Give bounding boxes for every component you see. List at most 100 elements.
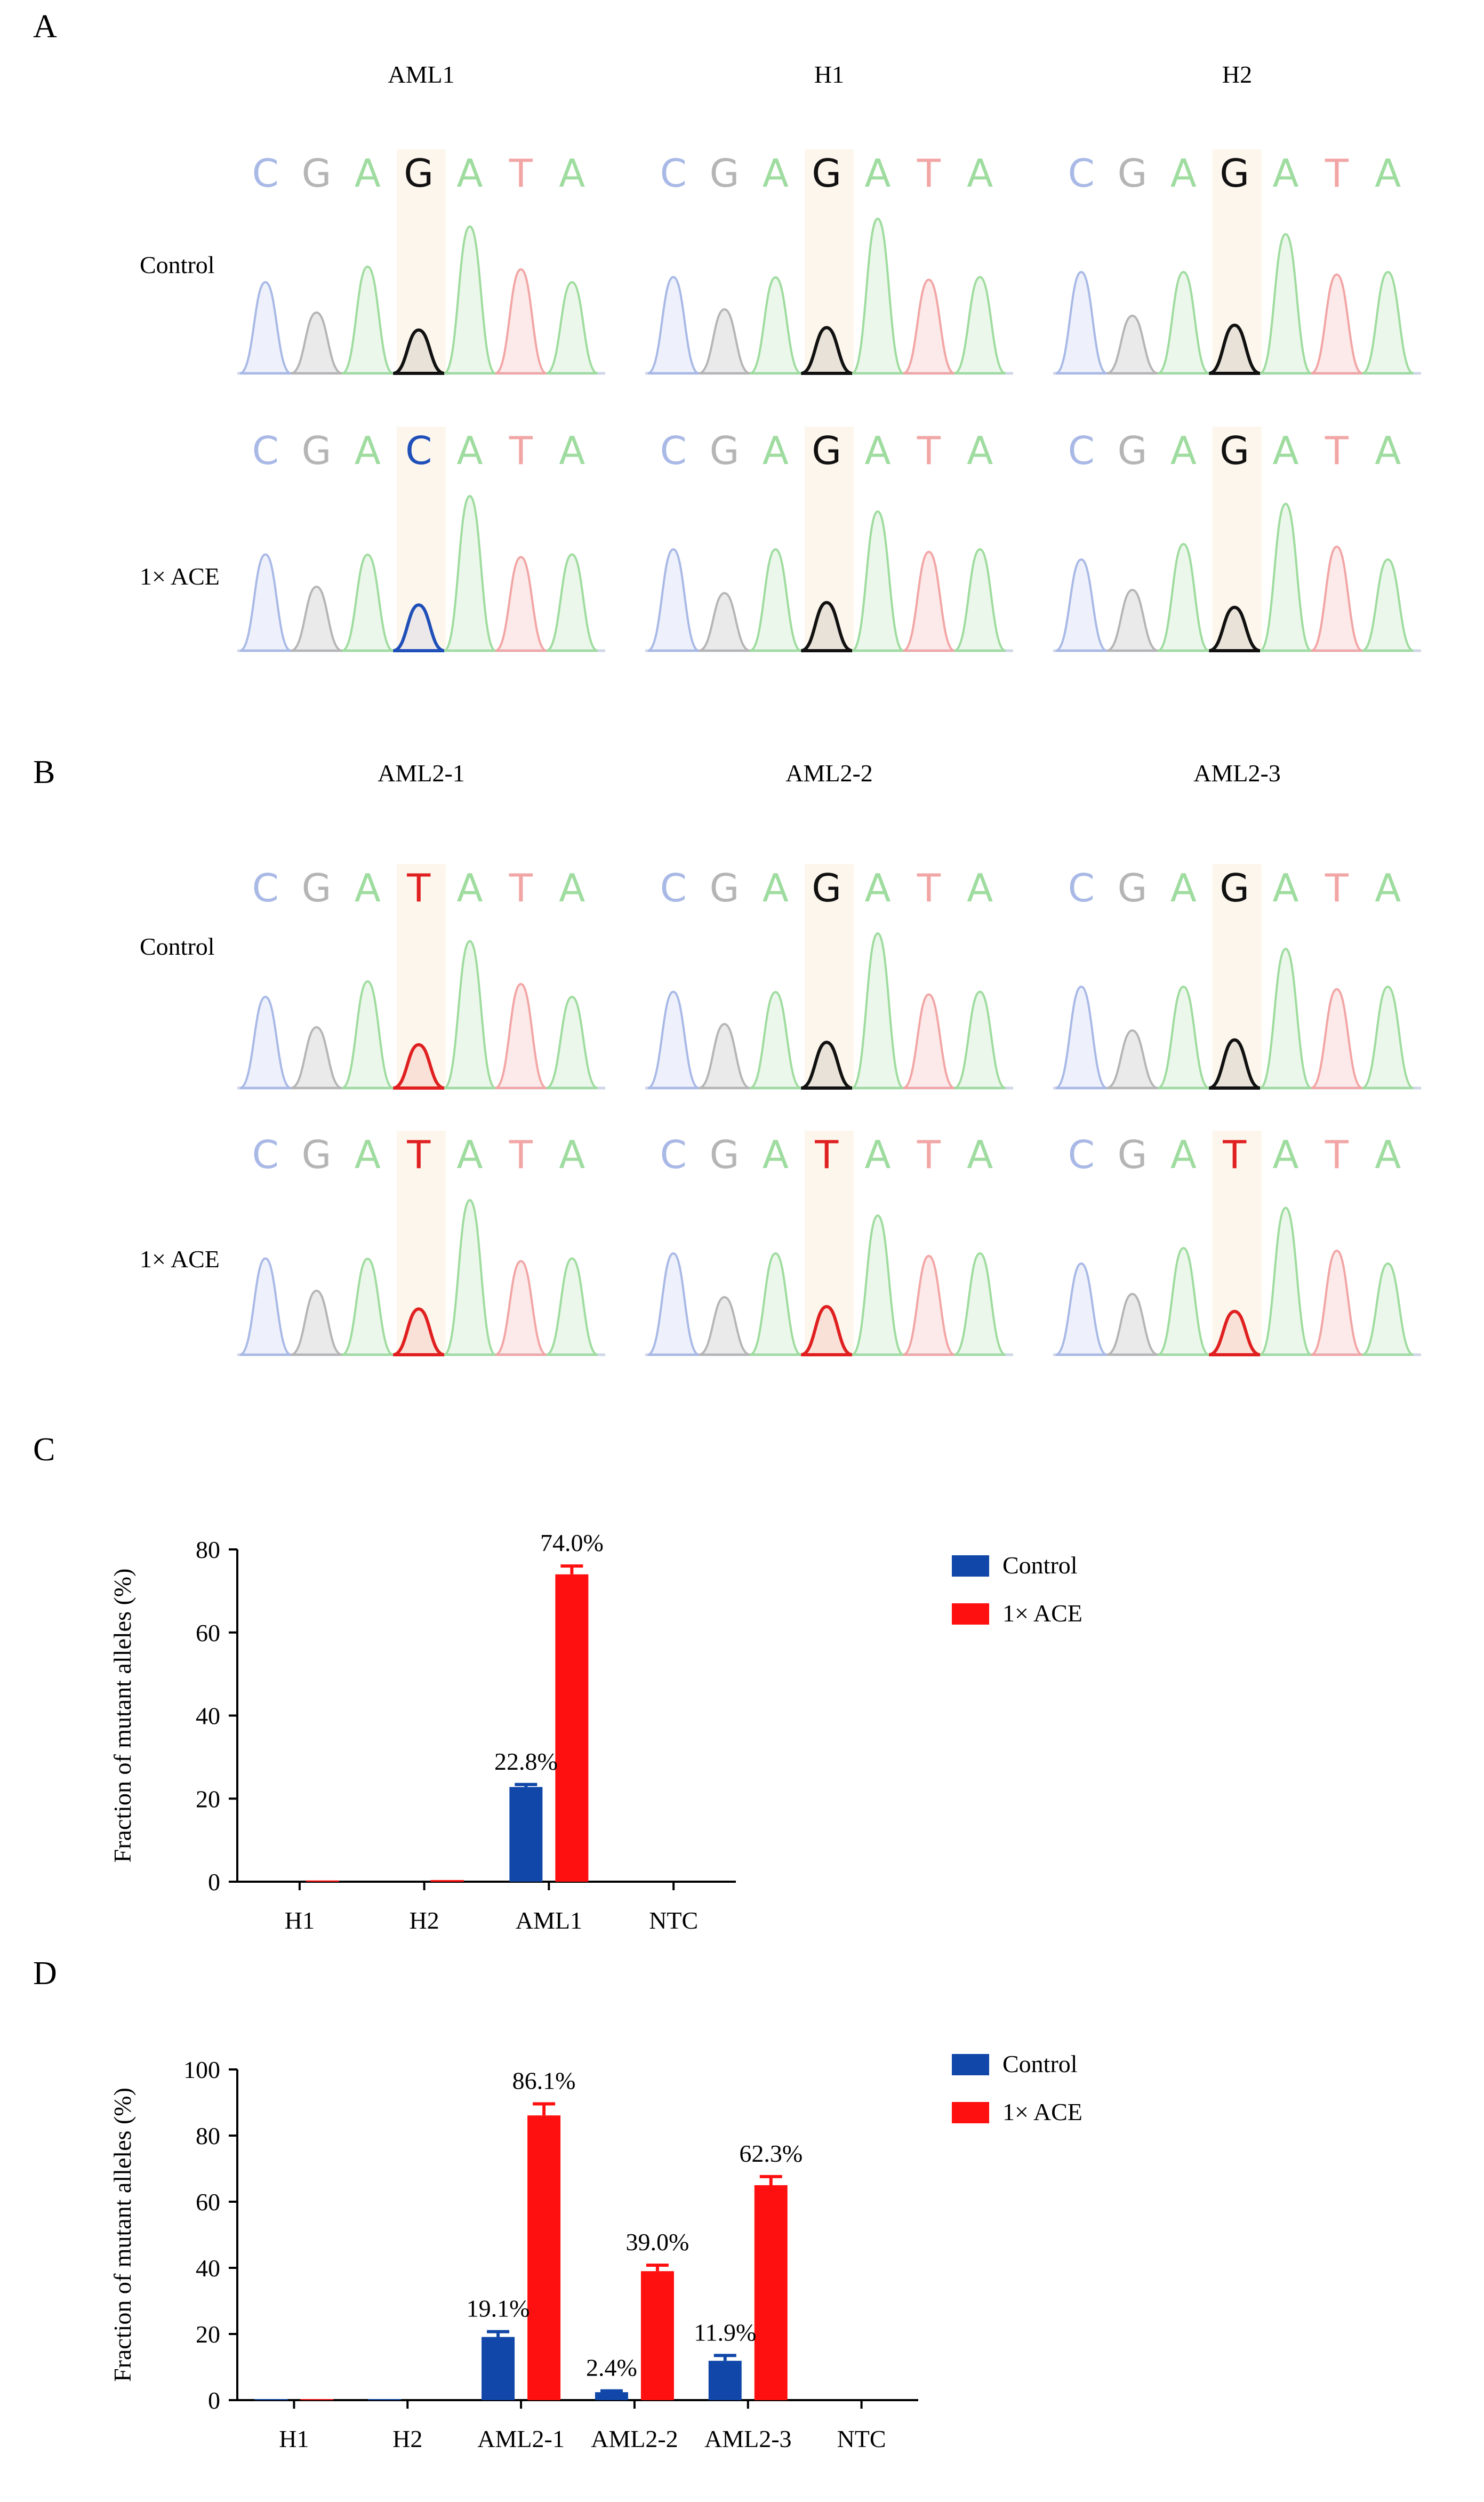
trace-peak bbox=[903, 278, 955, 374]
trace-peak bbox=[1157, 985, 1210, 1089]
chart-d-bar-1ace-h1 bbox=[300, 2399, 334, 2400]
row-label-ace-a: 1× ACE bbox=[140, 563, 220, 590]
trace-peak bbox=[546, 281, 598, 374]
y-tick-label: 60 bbox=[196, 1619, 220, 1646]
trace-peak bbox=[1106, 1292, 1159, 1356]
a-col-title-2: H1 bbox=[814, 61, 844, 88]
trace-peak bbox=[698, 1296, 751, 1356]
base-call: A bbox=[1170, 428, 1197, 473]
x-tick-label: H2 bbox=[392, 2425, 422, 2452]
trace-peak bbox=[1311, 1249, 1363, 1356]
trace-peak bbox=[392, 1043, 445, 1090]
trace-peak bbox=[290, 585, 343, 652]
y-axis-label: Fraction of mutant alleles (%) bbox=[109, 2088, 136, 2382]
focus-highlight bbox=[805, 427, 854, 651]
x-tick-label: AML1 bbox=[516, 1907, 582, 1934]
base-call: A bbox=[864, 151, 891, 196]
trace-peak bbox=[903, 993, 955, 1089]
base-call: A bbox=[967, 151, 993, 196]
chart-d-bar-1ace-aml2-2 bbox=[640, 2271, 674, 2400]
trace-peak bbox=[1055, 1262, 1108, 1356]
base-call: A bbox=[559, 428, 585, 473]
y-tick-label: 20 bbox=[196, 2321, 220, 2348]
base-call: G bbox=[1220, 866, 1249, 910]
base-call: C bbox=[252, 151, 279, 196]
trace-peak bbox=[800, 326, 853, 375]
focus-highlight bbox=[397, 149, 446, 373]
trace-peak bbox=[953, 990, 1006, 1089]
trace-peak bbox=[852, 217, 904, 374]
row-label-control-a: Control bbox=[140, 251, 215, 278]
trace-peak bbox=[1106, 314, 1159, 374]
trace-peak bbox=[698, 308, 751, 374]
data-label: 74.0% bbox=[540, 1529, 604, 1556]
focus-highlight bbox=[397, 1131, 446, 1355]
legend-label-control: Control bbox=[1002, 2050, 1078, 2077]
trace-peak bbox=[444, 1198, 496, 1356]
base-call: A bbox=[355, 1132, 381, 1177]
legend-swatch-control bbox=[952, 1555, 989, 1577]
base-call: T bbox=[509, 1132, 533, 1177]
base-call: G bbox=[302, 1132, 332, 1177]
row-label-control-b: Control bbox=[140, 933, 215, 960]
trace-peak bbox=[800, 601, 853, 652]
data-label: 86.1% bbox=[512, 2067, 576, 2094]
base-call: C bbox=[660, 1132, 687, 1177]
trace-peak bbox=[290, 1289, 343, 1356]
trace-peak bbox=[647, 1252, 700, 1356]
base-call: A bbox=[967, 428, 993, 473]
trace-peak bbox=[444, 494, 496, 652]
base-call: T bbox=[509, 866, 533, 910]
base-call: G bbox=[812, 428, 841, 473]
trace-peak bbox=[341, 553, 394, 652]
trace-peak bbox=[1055, 985, 1108, 1089]
trace-peak bbox=[341, 265, 394, 374]
base-call: A bbox=[1272, 428, 1298, 473]
trace-peak bbox=[1260, 947, 1312, 1089]
chart-d-bar-control-aml2-2 bbox=[595, 2392, 628, 2400]
trace-peak bbox=[1311, 988, 1363, 1089]
base-call: G bbox=[1118, 866, 1148, 910]
base-call: C bbox=[405, 428, 432, 473]
base-call: G bbox=[302, 866, 332, 910]
trace-peak bbox=[852, 932, 904, 1089]
base-call: C bbox=[660, 151, 687, 196]
chart-c: 0 20 40 60 80 Fraction of mutant alleles (%) H… bbox=[109, 1529, 1082, 1934]
base-call: A bbox=[967, 866, 993, 910]
base-call: G bbox=[710, 866, 740, 910]
trace-peak bbox=[1208, 1038, 1261, 1090]
y-tick-label: 80 bbox=[196, 2122, 220, 2149]
trace-peak bbox=[749, 1252, 802, 1356]
trace-peak bbox=[953, 276, 1006, 374]
base-call: A bbox=[559, 866, 585, 910]
base-call: A bbox=[1375, 1132, 1401, 1177]
base-call: G bbox=[404, 151, 434, 196]
trace-peak bbox=[1157, 542, 1210, 652]
chart-d-bar-control-aml2-1 bbox=[482, 2337, 515, 2400]
base-call: A bbox=[1375, 428, 1401, 473]
base-call: A bbox=[456, 866, 483, 910]
trace-peak bbox=[239, 281, 292, 374]
y-axis-label: Fraction of mutant alleles (%) bbox=[109, 1569, 136, 1863]
trace-peak bbox=[953, 1252, 1006, 1356]
data-label: 39.0% bbox=[626, 2228, 689, 2256]
base-call: C bbox=[660, 428, 687, 473]
base-call: C bbox=[252, 1132, 279, 1177]
base-call: T bbox=[509, 151, 533, 196]
trace-peak bbox=[647, 548, 700, 652]
base-call: A bbox=[1272, 1132, 1298, 1177]
base-call: T bbox=[406, 1132, 431, 1177]
trace-peak bbox=[239, 995, 292, 1089]
data-label: 19.1% bbox=[467, 2295, 530, 2322]
base-call: C bbox=[252, 428, 279, 473]
y-tick-label: 40 bbox=[196, 1702, 220, 1730]
trace-peak bbox=[749, 276, 802, 374]
x-tick-label: H2 bbox=[410, 1907, 439, 1934]
panel-letter-b: B bbox=[33, 754, 55, 790]
trace-peak bbox=[1208, 323, 1261, 375]
trace-peak bbox=[495, 1260, 547, 1356]
chart-d-bar-control-aml2-3 bbox=[708, 2361, 742, 2400]
trace-peak bbox=[1157, 270, 1210, 374]
